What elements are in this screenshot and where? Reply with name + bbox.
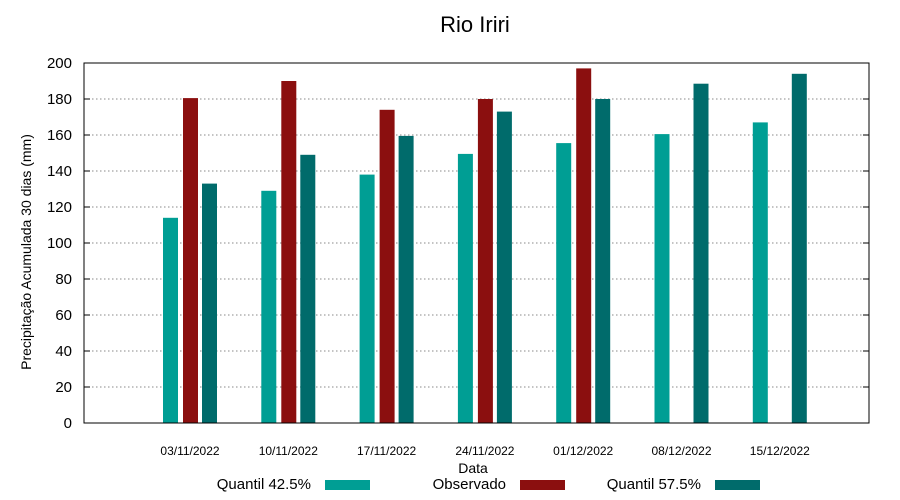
bar-quantil-42-5--4 — [556, 143, 572, 423]
x-tick-label: 17/11/2022 — [357, 444, 416, 458]
bar-observado-1 — [281, 81, 297, 423]
legend-swatch — [715, 480, 760, 490]
y-tick-label: 200 — [47, 55, 72, 72]
x-tick-label: 15/12/2022 — [750, 444, 810, 458]
bar-quantil-42-5--6 — [752, 122, 768, 424]
bar-quantil-57-5--3 — [496, 111, 512, 423]
x-tick-label: 08/12/2022 — [651, 444, 711, 458]
bar-quantil-42-5--1 — [261, 190, 277, 423]
grid-lines — [84, 98, 869, 388]
legend-label: Quantil 57.5% — [607, 476, 701, 493]
chart-title: Rio Iriri — [440, 12, 510, 37]
bar-quantil-42-5--3 — [457, 153, 473, 423]
x-tick-label: 10/11/2022 — [259, 444, 318, 458]
x-tick-label: 01/12/2022 — [553, 444, 613, 458]
x-axis-label: Data — [458, 460, 488, 476]
bar-observado-4 — [576, 68, 592, 424]
bar-quantil-42-5--0 — [163, 217, 178, 423]
bar-quantil-57-5--5 — [693, 83, 709, 423]
y-tick-label: 100 — [47, 235, 72, 252]
x-tick-label: 24/11/2022 — [455, 444, 514, 458]
bar-quantil-57-5--6 — [791, 73, 807, 424]
bar-observado-2 — [379, 109, 395, 424]
bar-observado-3 — [477, 99, 493, 423]
legend-swatch — [520, 480, 565, 490]
bar-quantil-42-5--2 — [359, 174, 375, 423]
y-tick-label: 0 — [64, 415, 72, 432]
y-axis-label: Precipitação Acumulada 30 dias (mm) — [18, 134, 34, 370]
legend-swatch — [325, 480, 370, 490]
y-tick-label: 180 — [47, 91, 72, 108]
bar-quantil-57-5--1 — [300, 154, 316, 424]
legend-label: Quantil 42.5% — [217, 476, 311, 493]
legend: Quantil 42.5% Observado Quantil 57.5% — [217, 476, 760, 493]
y-tick-label: 60 — [55, 307, 72, 324]
x-tick-label: 03/11/2022 — [160, 444, 219, 458]
x-tick-labels: 03/11/2022 10/11/2022 17/11/2022 24/11/2022… — [160, 444, 810, 458]
y-tick-labels: 0 20 40 60 80 100 120 140 160 180 200 — [47, 55, 869, 432]
y-tick-label: 20 — [55, 379, 72, 396]
bar-quantil-57-5--4 — [595, 99, 611, 423]
bar-quantil-42-5--5 — [654, 134, 670, 423]
y-tick-label: 80 — [55, 271, 72, 288]
y-tick-label: 120 — [47, 199, 72, 216]
y-tick-label: 160 — [47, 127, 72, 144]
bar-quantil-57-5--0 — [202, 183, 217, 423]
y-tick-label: 140 — [47, 163, 72, 180]
legend-label: Observado — [433, 476, 506, 493]
bar-observado-0 — [183, 98, 198, 423]
bar-quantil-57-5--2 — [398, 135, 414, 423]
y-tick-label: 40 — [55, 343, 72, 360]
bars — [163, 68, 807, 424]
